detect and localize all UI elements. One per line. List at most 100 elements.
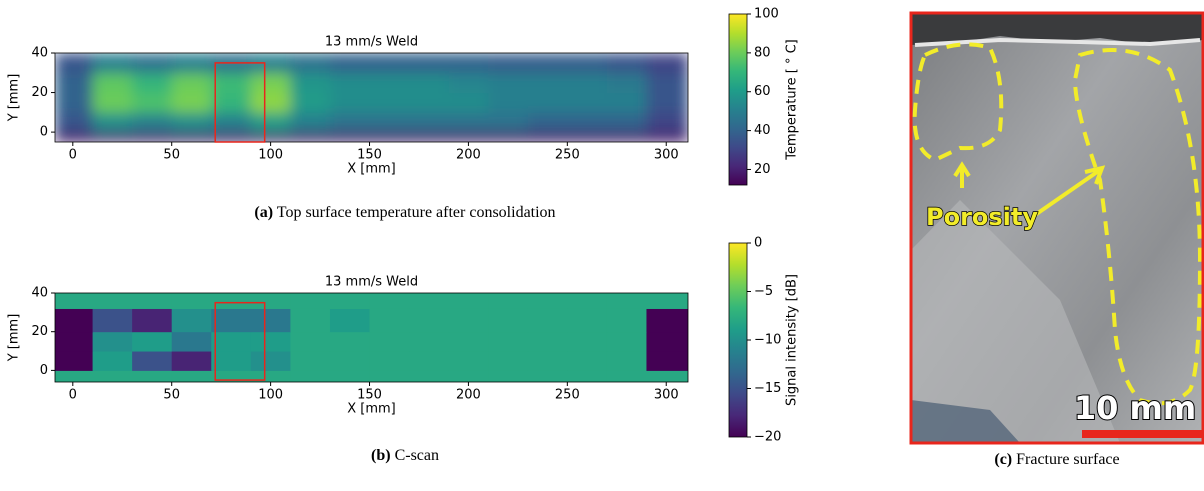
heat-cell: [606, 308, 647, 333]
y-tick-label: 0: [40, 363, 48, 378]
x-tick-label: 50: [163, 148, 180, 163]
x-tick-label: 150: [357, 148, 382, 163]
colorbar-tick-label: −20: [754, 430, 781, 445]
arrow: [953, 161, 971, 188]
heat-cell: [132, 293, 173, 309]
heat-cell: [409, 370, 450, 382]
heat-cell: [290, 132, 331, 142]
heat-cell: [250, 92, 291, 113]
heat-cell: [132, 370, 173, 382]
heat-cell: [448, 308, 489, 333]
heat-cell: [171, 72, 212, 94]
heat-cell: [132, 331, 173, 352]
x-tick-label: 250: [555, 388, 580, 403]
heat-cell: [250, 351, 291, 371]
heat-cell: [132, 72, 173, 94]
heat-cell: [369, 331, 410, 352]
heat-cell: [606, 370, 647, 382]
heat-cell: [132, 92, 173, 113]
heat-cell: [409, 53, 450, 74]
y-tick-label: 0: [40, 125, 48, 140]
heat-cell: [606, 132, 647, 142]
heat-cell: [488, 112, 529, 133]
heat-cell: [92, 293, 133, 309]
photo-region: [911, 400, 1020, 443]
colorbar: [728, 13, 748, 186]
caption-text: C-scan: [395, 447, 439, 464]
heat-cell: [55, 92, 94, 113]
y-tick-label: 40: [31, 286, 48, 301]
colorbar-label: Temperature [ ° C]: [785, 39, 800, 160]
heat-cell: [646, 370, 688, 382]
heat-cell: [290, 308, 331, 333]
heat-cell: [132, 53, 173, 74]
photo-border: [909, 11, 1204, 445]
scale-bar: [1082, 430, 1202, 438]
heat-cell: [448, 112, 489, 133]
y-tick-label: 40: [31, 46, 48, 61]
caption-label: (b): [371, 447, 391, 464]
heat-cell: [448, 370, 489, 382]
heat-cell: [369, 112, 410, 133]
heat-cell: [132, 351, 173, 371]
heat-cell: [646, 331, 688, 352]
heat-cell: [527, 351, 568, 371]
heat-cell: [369, 132, 410, 142]
heat-cell: [448, 92, 489, 113]
scale-label: 10 mm: [1074, 389, 1196, 427]
heat-cell: [171, 370, 212, 382]
heat-cell: [211, 132, 252, 142]
heat-cell: [329, 293, 371, 309]
colorbar: [728, 242, 748, 438]
heat-cell: [527, 92, 568, 113]
heat-cell: [171, 351, 212, 371]
colorbar-tick-label: 60: [754, 84, 771, 99]
x-tick-label: 200: [456, 148, 481, 163]
heat-cell: [92, 331, 133, 352]
colorbar-tick-label: 40: [754, 123, 771, 138]
porosity-outline: [1072, 48, 1203, 406]
caption: (b) C-scan: [371, 447, 439, 464]
heat-cell: [55, 308, 94, 333]
arrow: [1033, 165, 1106, 217]
heat-cell: [646, 92, 688, 113]
heat-cell: [606, 92, 647, 113]
y-axis-label: Y [mm]: [7, 74, 22, 123]
porosity-outline: [912, 42, 1004, 163]
x-tick-label: 100: [258, 388, 283, 403]
heat-cell: [567, 92, 608, 113]
heat-cell: [132, 308, 173, 333]
heat-cell: [567, 132, 608, 142]
heat-cell: [527, 370, 568, 382]
heat-cell: [448, 351, 489, 371]
annotation: Porosity: [926, 203, 1038, 231]
heat-cell: [290, 72, 331, 94]
heat-cell: [488, 132, 529, 142]
heat-cell: [606, 72, 647, 94]
heat-cell: [646, 53, 688, 74]
heat-cell: [448, 331, 489, 352]
chart-title: 13 mm/s Weld: [325, 35, 418, 50]
heat-cell: [567, 72, 608, 94]
heat-cell: [369, 293, 410, 309]
heat-cell: [369, 351, 410, 371]
heat-cell: [250, 308, 291, 333]
heat-cell: [606, 293, 647, 309]
heat-cell: [369, 308, 410, 333]
heat-cell: [92, 132, 133, 142]
x-tick-label: 300: [654, 388, 679, 403]
heatmap: [55, 293, 688, 382]
heat-cell: [369, 53, 410, 74]
heatmap: [55, 53, 688, 142]
heat-cell: [92, 351, 133, 371]
heat-cell: [488, 53, 529, 74]
heat-cell: [488, 331, 529, 352]
heat-cell: [211, 351, 252, 371]
x-axis-label: X [mm]: [347, 402, 396, 417]
caption-label: (c): [994, 451, 1012, 468]
x-tick-label: 200: [456, 388, 481, 403]
heat-cell: [606, 53, 647, 74]
heat-cell: [211, 308, 252, 333]
heat-cell: [329, 92, 371, 113]
heat-cell: [527, 293, 568, 309]
